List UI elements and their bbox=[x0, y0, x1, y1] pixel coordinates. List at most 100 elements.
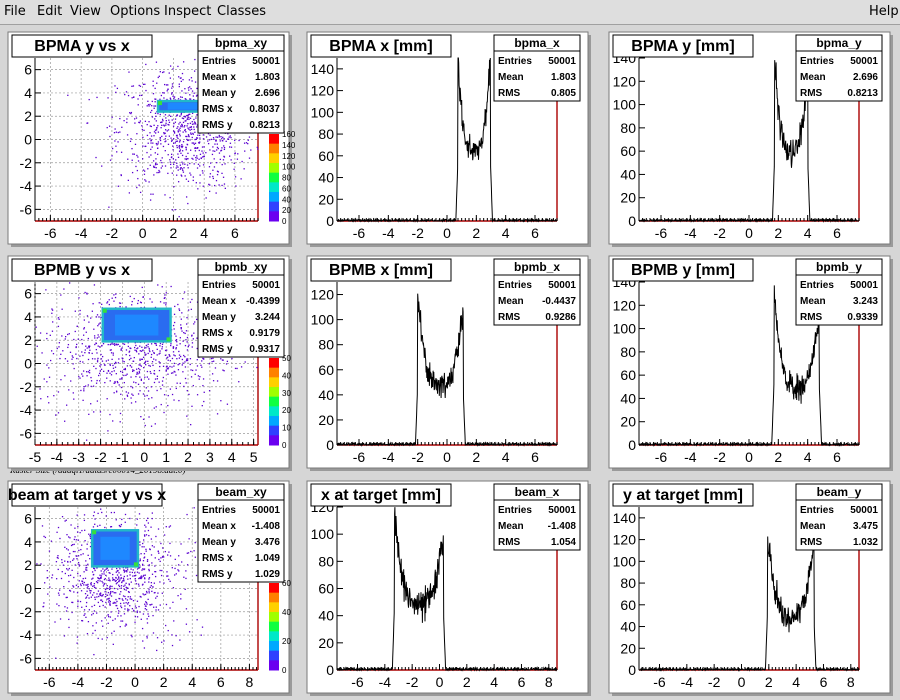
palette-label: 80 bbox=[282, 174, 291, 183]
scatter-point bbox=[138, 567, 140, 569]
scatter-point bbox=[107, 430, 109, 432]
scatter-point bbox=[97, 637, 99, 640]
scatter-point bbox=[83, 319, 85, 321]
scatter-point bbox=[57, 317, 60, 319]
stats-value: 1.803 bbox=[255, 72, 280, 83]
scatter-point bbox=[150, 142, 152, 144]
scatter-point bbox=[124, 584, 126, 586]
scatter-point bbox=[216, 146, 219, 149]
stats-label: Mean x bbox=[202, 296, 236, 307]
scatter-point bbox=[144, 530, 146, 532]
scatter-point bbox=[115, 343, 117, 345]
scatter-point bbox=[90, 376, 92, 379]
scatter-point bbox=[191, 121, 193, 123]
scatter-point bbox=[185, 382, 187, 384]
palette-segment bbox=[269, 612, 279, 623]
scatter-point bbox=[85, 560, 87, 562]
scatter-point bbox=[133, 575, 136, 577]
scatter-point bbox=[178, 147, 181, 149]
scatter-point bbox=[175, 338, 178, 341]
scatter-point bbox=[152, 160, 155, 162]
x-tick-label: 2 bbox=[765, 674, 773, 690]
scatter-point bbox=[147, 529, 150, 532]
menu-classes[interactable]: Classes bbox=[217, 4, 266, 19]
scatter-point bbox=[166, 349, 168, 351]
scatter-point bbox=[136, 616, 139, 618]
scatter-point bbox=[160, 143, 162, 145]
scatter-point bbox=[196, 126, 198, 128]
scatter-point bbox=[111, 297, 113, 299]
scatter-point bbox=[97, 601, 100, 604]
scatter-point bbox=[169, 365, 171, 368]
scatter-point bbox=[131, 607, 134, 610]
scatter-point bbox=[165, 140, 167, 142]
scatter-point bbox=[60, 379, 62, 381]
scatter-point bbox=[151, 301, 153, 303]
scatter-point bbox=[119, 602, 122, 605]
scatter-point bbox=[126, 571, 128, 573]
scatter-point bbox=[70, 380, 72, 382]
scatter-point bbox=[177, 569, 179, 571]
scatter-point bbox=[120, 620, 122, 622]
menu-options[interactable]: Options bbox=[110, 4, 161, 19]
menu-edit[interactable]: Edit bbox=[37, 4, 63, 19]
scatter-point bbox=[77, 555, 80, 557]
scatter-point bbox=[146, 635, 148, 637]
scatter-point bbox=[92, 577, 94, 579]
root-canvas[interactable]: Raster Size (/adaql1/data3/e06014_20198.… bbox=[0, 26, 900, 700]
scatter-point bbox=[183, 167, 185, 169]
scatter-point bbox=[110, 511, 113, 514]
scatter-point bbox=[189, 94, 191, 96]
x-tick-label: -1 bbox=[116, 449, 129, 465]
menu-view[interactable]: View bbox=[70, 4, 101, 19]
scatter-point bbox=[51, 350, 53, 352]
scatter-point bbox=[138, 372, 141, 374]
scatter-point bbox=[81, 544, 83, 546]
scatter-point bbox=[145, 145, 147, 148]
scatter-point bbox=[220, 149, 223, 151]
scatter-point bbox=[163, 92, 165, 94]
scatter-point bbox=[179, 121, 181, 124]
scatter-point bbox=[176, 382, 178, 384]
scatter-point bbox=[86, 548, 88, 550]
scatter-point bbox=[189, 139, 191, 141]
scatter-point bbox=[150, 154, 152, 156]
scatter-point bbox=[120, 606, 123, 609]
menu-help[interactable]: Help bbox=[869, 4, 899, 19]
beam-spot-corner bbox=[166, 337, 171, 342]
scatter-point bbox=[179, 149, 182, 151]
scatter-point bbox=[150, 526, 152, 528]
scatter-point bbox=[137, 302, 139, 305]
scatter-point bbox=[73, 367, 75, 370]
scatter-point bbox=[113, 343, 116, 345]
scatter-point bbox=[79, 355, 81, 357]
scatter-point bbox=[131, 598, 133, 600]
scatter-point bbox=[175, 159, 177, 161]
scatter-point bbox=[169, 161, 171, 163]
scatter-point bbox=[112, 619, 114, 622]
scatter-point bbox=[205, 136, 208, 138]
scatter-point bbox=[48, 550, 51, 552]
menu-inspect[interactable]: Inspect bbox=[164, 4, 212, 19]
y-tick-label: 0 bbox=[326, 662, 334, 678]
scatter-point bbox=[234, 152, 236, 154]
scatter-point bbox=[136, 568, 139, 570]
scatter-point bbox=[173, 321, 176, 324]
scatter-point bbox=[140, 618, 142, 620]
scatter-point bbox=[184, 158, 186, 160]
x-tick-label: -6 bbox=[655, 449, 668, 465]
scatter-point bbox=[87, 337, 90, 340]
scatter-point bbox=[186, 158, 188, 160]
scatter-point bbox=[222, 369, 224, 371]
scatter-point bbox=[94, 569, 96, 572]
y-tick-label: 120 bbox=[613, 532, 637, 548]
scatter-point bbox=[123, 343, 126, 345]
scatter-point bbox=[179, 140, 181, 142]
menu-file[interactable]: File bbox=[4, 4, 26, 19]
scatter-point bbox=[148, 592, 150, 594]
scatter-point bbox=[189, 113, 191, 115]
scatter-point bbox=[95, 156, 97, 159]
scatter-point bbox=[161, 348, 163, 350]
scatter-point bbox=[66, 596, 68, 599]
scatter-point bbox=[170, 344, 172, 347]
